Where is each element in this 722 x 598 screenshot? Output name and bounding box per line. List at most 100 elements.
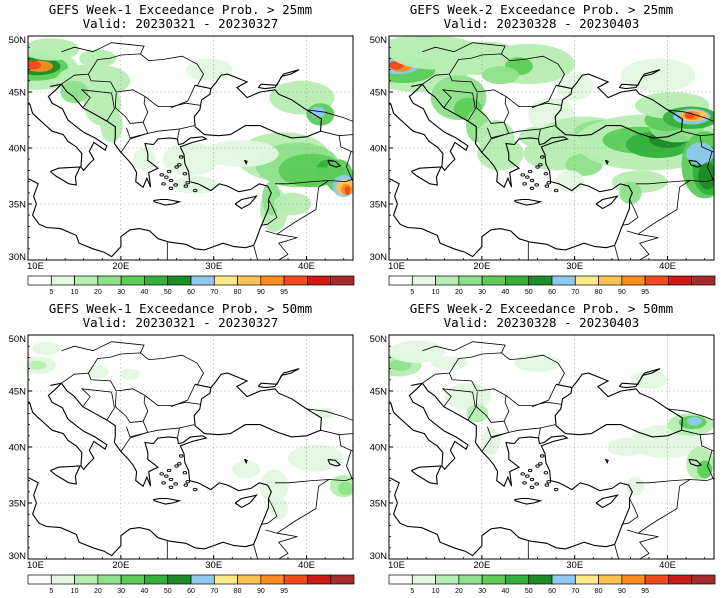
colorbar-label: 40: [141, 588, 149, 595]
coastline: [604, 159, 609, 166]
coastline: [257, 368, 300, 389]
precip-area: [32, 341, 61, 356]
lon-tick-label: 30E: [205, 560, 222, 571]
colorbar-label: 80: [595, 588, 603, 595]
coastline: [513, 198, 543, 206]
colorbar-label: 60: [548, 588, 556, 595]
colorbar-label: 70: [571, 289, 579, 296]
colorbar-label: 95: [280, 588, 288, 595]
island: [529, 178, 535, 183]
lat-tick-label: 40N: [9, 443, 27, 454]
colorbar-swatch: [388, 275, 413, 286]
colorbar-swatch: [50, 275, 75, 286]
country-border: [275, 151, 353, 185]
colorbar-swatch: [74, 574, 99, 585]
precip-area: [204, 140, 279, 168]
island: [538, 163, 543, 167]
colorbar-label: 90: [618, 289, 626, 296]
country-border: [505, 395, 562, 406]
coastline: [410, 465, 442, 485]
lat-tick-label: 30N: [370, 551, 388, 562]
island: [525, 175, 530, 179]
colorbar-swatch: [330, 275, 355, 286]
country-border: [261, 498, 278, 525]
colorbar-label: 10: [71, 289, 79, 296]
island: [543, 471, 549, 475]
precip-area: [28, 360, 47, 370]
country-border: [637, 532, 659, 559]
colorbar-label: 60: [187, 588, 195, 595]
country-border: [699, 434, 714, 452]
lon-tick-label: 10E: [388, 261, 405, 272]
island: [522, 182, 527, 186]
island: [183, 483, 189, 487]
island: [520, 173, 525, 177]
lon-tick-label: 30E: [566, 261, 583, 272]
colorbar-swatch: [435, 275, 460, 286]
island: [177, 462, 182, 466]
country-border: [88, 372, 149, 423]
coastline: [389, 382, 633, 557]
island: [538, 462, 543, 466]
island: [166, 468, 172, 473]
colorbar-swatch: [574, 574, 599, 585]
coastline: [193, 73, 322, 139]
colorbar-label: 20: [94, 588, 102, 595]
colorbar-swatch: [388, 574, 413, 585]
lat-tick-label: 45N: [370, 387, 388, 398]
lat-tick-label: 35N: [370, 200, 388, 211]
country-border: [487, 421, 510, 438]
precip-area: [171, 176, 219, 194]
coastline: [618, 368, 661, 389]
colorbar-swatch: [691, 574, 716, 585]
colorbar-label: 5: [49, 588, 53, 595]
precip-area: [481, 66, 519, 85]
precip-layer: [28, 36, 353, 260]
island: [192, 188, 198, 193]
precip-area: [430, 356, 468, 370]
precip-area: [100, 108, 123, 143]
colorbar-label: 5: [410, 289, 414, 296]
precip-area: [86, 365, 109, 379]
coastline: [389, 83, 633, 258]
colorbar-swatch: [505, 574, 530, 585]
colorbar-swatch: [481, 275, 506, 286]
precip-area: [232, 460, 261, 479]
lat-tick-label: 40N: [370, 443, 388, 454]
lat-tick-label: 40N: [9, 144, 27, 155]
island: [527, 468, 533, 473]
country-border: [441, 89, 476, 122]
colorbar-label: 10: [71, 588, 79, 595]
coastline: [389, 382, 469, 471]
island: [161, 481, 166, 485]
island: [535, 165, 540, 169]
colorbar-swatch: [144, 275, 169, 286]
colorbar-swatch: [307, 574, 332, 585]
colorbar-swatch: [644, 574, 669, 585]
precip-layer: [28, 335, 353, 559]
country-border: [61, 341, 145, 354]
country-border: [306, 408, 353, 436]
colorbar-label: 95: [641, 289, 649, 296]
island: [168, 178, 174, 183]
island: [166, 169, 172, 174]
country-border: [80, 388, 115, 421]
colorbar-label: 90: [257, 289, 265, 296]
coastline: [716, 169, 722, 179]
colorbar-swatch: [621, 574, 646, 585]
country-border: [449, 372, 510, 423]
precip-area: [625, 477, 645, 496]
colorbar-label: 60: [187, 289, 195, 296]
panel-title: GEFS Week-2 Exceedance Prob. > 50mm: [409, 301, 674, 316]
country-border: [80, 89, 115, 122]
coastline: [193, 372, 322, 438]
colorbar-swatch: [551, 275, 576, 286]
colorbar-label: 20: [455, 588, 463, 595]
country-border: [626, 479, 691, 534]
coastline: [243, 159, 248, 166]
colorbar-swatch: [260, 574, 285, 585]
colorbar-swatch: [283, 275, 308, 286]
island: [185, 181, 190, 185]
colorbar-swatch: [74, 275, 99, 286]
colorbar-swatch: [528, 275, 553, 286]
